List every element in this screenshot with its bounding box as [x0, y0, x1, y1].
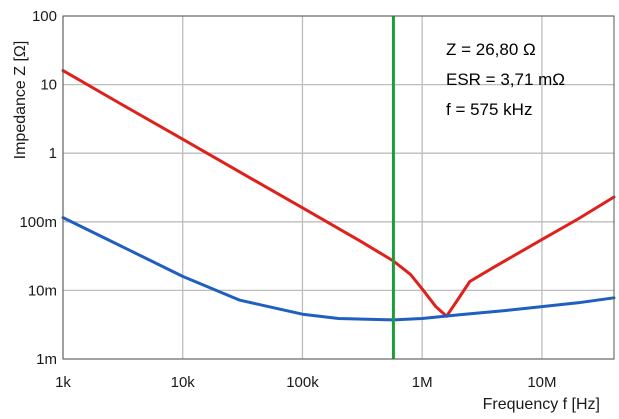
x-tick-label-4: 10M: [527, 374, 556, 391]
y-tick-label-4: 10: [40, 77, 57, 94]
y-tick-label-2: 100m: [19, 214, 57, 231]
x-tick-label-2: 100k: [286, 374, 319, 391]
x-tick-label-1: 10k: [171, 374, 196, 391]
y-tick-label-0: 1m: [36, 351, 57, 368]
x-tick-labels: 1k 10k 100k 1M 10M: [55, 374, 556, 391]
series-line-z: [61, 69, 616, 318]
y-tick-label-5: 100: [32, 8, 57, 25]
annotation-f: f = 575 kHz: [446, 100, 532, 119]
x-axis-label: Frequency f [Hz]: [483, 396, 600, 413]
y-tick-label-1: 10m: [28, 282, 57, 299]
plot-frame: [62, 15, 615, 360]
y-axis-label: Impedance Z [Ω]: [12, 41, 29, 160]
x-tick-label-0: 1k: [55, 374, 71, 391]
y-tick-label-3: 1: [49, 145, 57, 162]
annotation-z: Z = 26,80 Ω: [446, 40, 536, 59]
y-tick-labels: 1m 10m 100m 1 10 100: [19, 8, 57, 368]
annotations: Z = 26,80 Ω ESR = 3,71 mΩ f = 575 kHz: [446, 40, 565, 119]
x-tick-label-3: 1M: [412, 374, 433, 391]
annotation-esr: ESR = 3,71 mΩ: [446, 70, 565, 89]
